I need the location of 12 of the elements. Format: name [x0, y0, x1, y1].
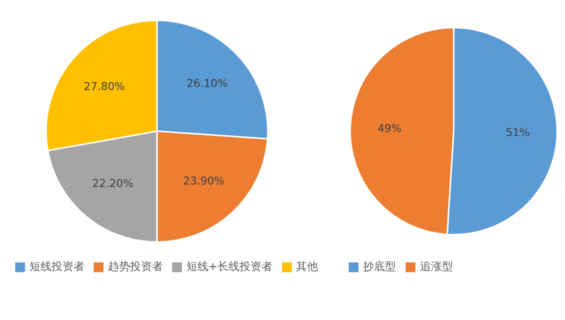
data-label: 49% — [378, 122, 402, 136]
data-label: 51% — [506, 126, 530, 140]
data-label: 22.20% — [92, 176, 134, 190]
data-label: 26.10% — [186, 77, 228, 90]
legend-label: 短线+长线投资者 — [186, 260, 272, 274]
legend-label: 趋势投资者 — [108, 260, 163, 274]
legend-label: 其他 — [296, 260, 318, 274]
legend-label: 抄底型 — [362, 260, 396, 274]
legend-label: 追涨型 — [420, 260, 453, 274]
data-label: 27.80% — [84, 80, 125, 93]
legend-label: 短线投资者 — [29, 260, 84, 274]
data-label: 23.90% — [183, 174, 224, 188]
